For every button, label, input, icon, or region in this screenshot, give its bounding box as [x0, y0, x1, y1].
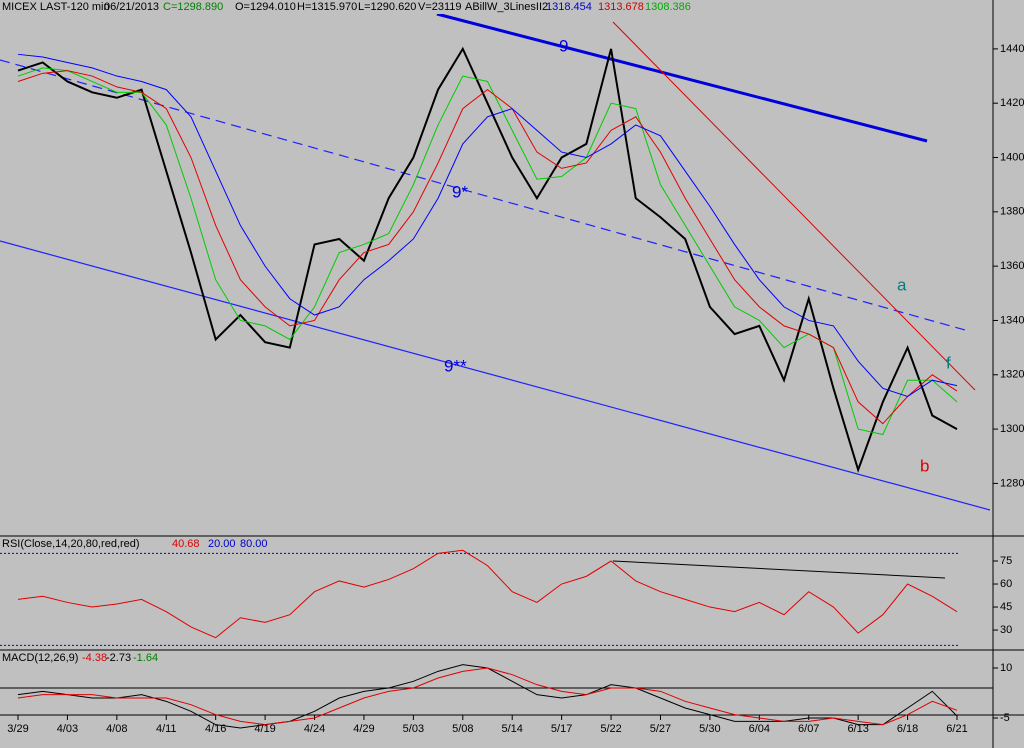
rsi-level: 20.00 [208, 538, 236, 550]
x-tick-label: 4/29 [353, 723, 374, 735]
study: ABillW_3LinesII2 [465, 1, 548, 13]
annotation: f [946, 353, 951, 372]
y-tick-label: -5 [1000, 712, 1010, 724]
y-tick-label: 1300 [1000, 423, 1024, 435]
x-tick-label: 6/13 [847, 723, 868, 735]
symbol: MICEX LAST-120 min [2, 1, 110, 13]
y-tick-label: 75 [1000, 555, 1012, 567]
rsi-title: RSI(Close,14,20,80,red,red) [2, 538, 140, 550]
header-bg [0, 0, 700, 14]
series-line [17, 667, 958, 726]
x-tick-label: 6/04 [749, 723, 770, 735]
series-line [17, 70, 958, 425]
y-tick-label: 1320 [1000, 369, 1024, 381]
y-tick-label: 60 [1000, 578, 1012, 590]
x-tick-label: 4/24 [304, 723, 325, 735]
y-tick-label: 1380 [1000, 206, 1024, 218]
rsi-level: 80.00 [240, 538, 268, 550]
annotation: 9 [559, 36, 568, 55]
x-tick-label: 5/27 [650, 723, 671, 735]
x-tick-label: 5/30 [699, 723, 720, 735]
x-tick-label: 5/08 [452, 723, 473, 735]
y-tick-label: 30 [1000, 624, 1012, 636]
close: C=1298.890 [163, 1, 223, 13]
study-value: 1313.678 [598, 1, 644, 13]
x-tick-label: 3/29 [7, 723, 28, 735]
x-tick-label: 4/19 [254, 723, 275, 735]
macd-title: MACD(12,26,9) [2, 652, 78, 664]
annotation: a [897, 275, 907, 294]
x-tick-label: 6/07 [798, 723, 819, 735]
macd-readout: -1.64 [133, 652, 158, 664]
y-tick-label: 45 [1000, 601, 1012, 613]
x-tick-label: 5/03 [403, 723, 424, 735]
trend-line [612, 560, 946, 579]
y-tick-label: 10 [1000, 662, 1012, 674]
y-tick-label: 1440 [1000, 43, 1024, 55]
y-tick-label: 1420 [1000, 97, 1024, 109]
series-line [17, 53, 958, 398]
series-line [17, 46, 958, 473]
x-tick-label: 5/17 [551, 723, 572, 735]
macd-readout: -4.38 [82, 652, 107, 664]
y-tick-label: 1360 [1000, 260, 1024, 272]
x-tick-label: 6/18 [897, 723, 918, 735]
date: 06/21/2013 [104, 1, 159, 13]
open: O=1294.010 [235, 1, 296, 13]
study-value: 1318.454 [546, 1, 592, 13]
y-tick-label: 1400 [1000, 151, 1024, 163]
volume: V=23119 [418, 1, 462, 13]
series-line [17, 67, 958, 436]
annotation: 9** [444, 356, 467, 375]
study-value: 1308.386 [645, 1, 691, 13]
trend-line [0, 240, 991, 511]
rsi-readout: 40.68 [172, 538, 200, 550]
x-tick-label: 5/14 [501, 723, 522, 735]
x-tick-label: 4/16 [205, 723, 226, 735]
x-tick-label: 4/11 [156, 723, 177, 735]
low: L=1290.620 [358, 1, 416, 13]
y-tick-label: 1340 [1000, 314, 1024, 326]
high: H=1315.970 [297, 1, 357, 13]
series-line [17, 549, 958, 639]
annotation: b [920, 456, 929, 475]
x-tick-label: 4/03 [57, 723, 78, 735]
y-tick-label: 1280 [1000, 477, 1024, 489]
plot-area [0, 46, 998, 729]
x-tick-label: 5/22 [600, 723, 621, 735]
macd-readout: -2.73 [106, 652, 131, 664]
annotation: 9* [452, 182, 468, 201]
x-tick-label: 4/08 [106, 723, 127, 735]
x-tick-label: 6/21 [946, 723, 967, 735]
trend-line [436, 12, 928, 143]
trend-line [612, 21, 976, 391]
